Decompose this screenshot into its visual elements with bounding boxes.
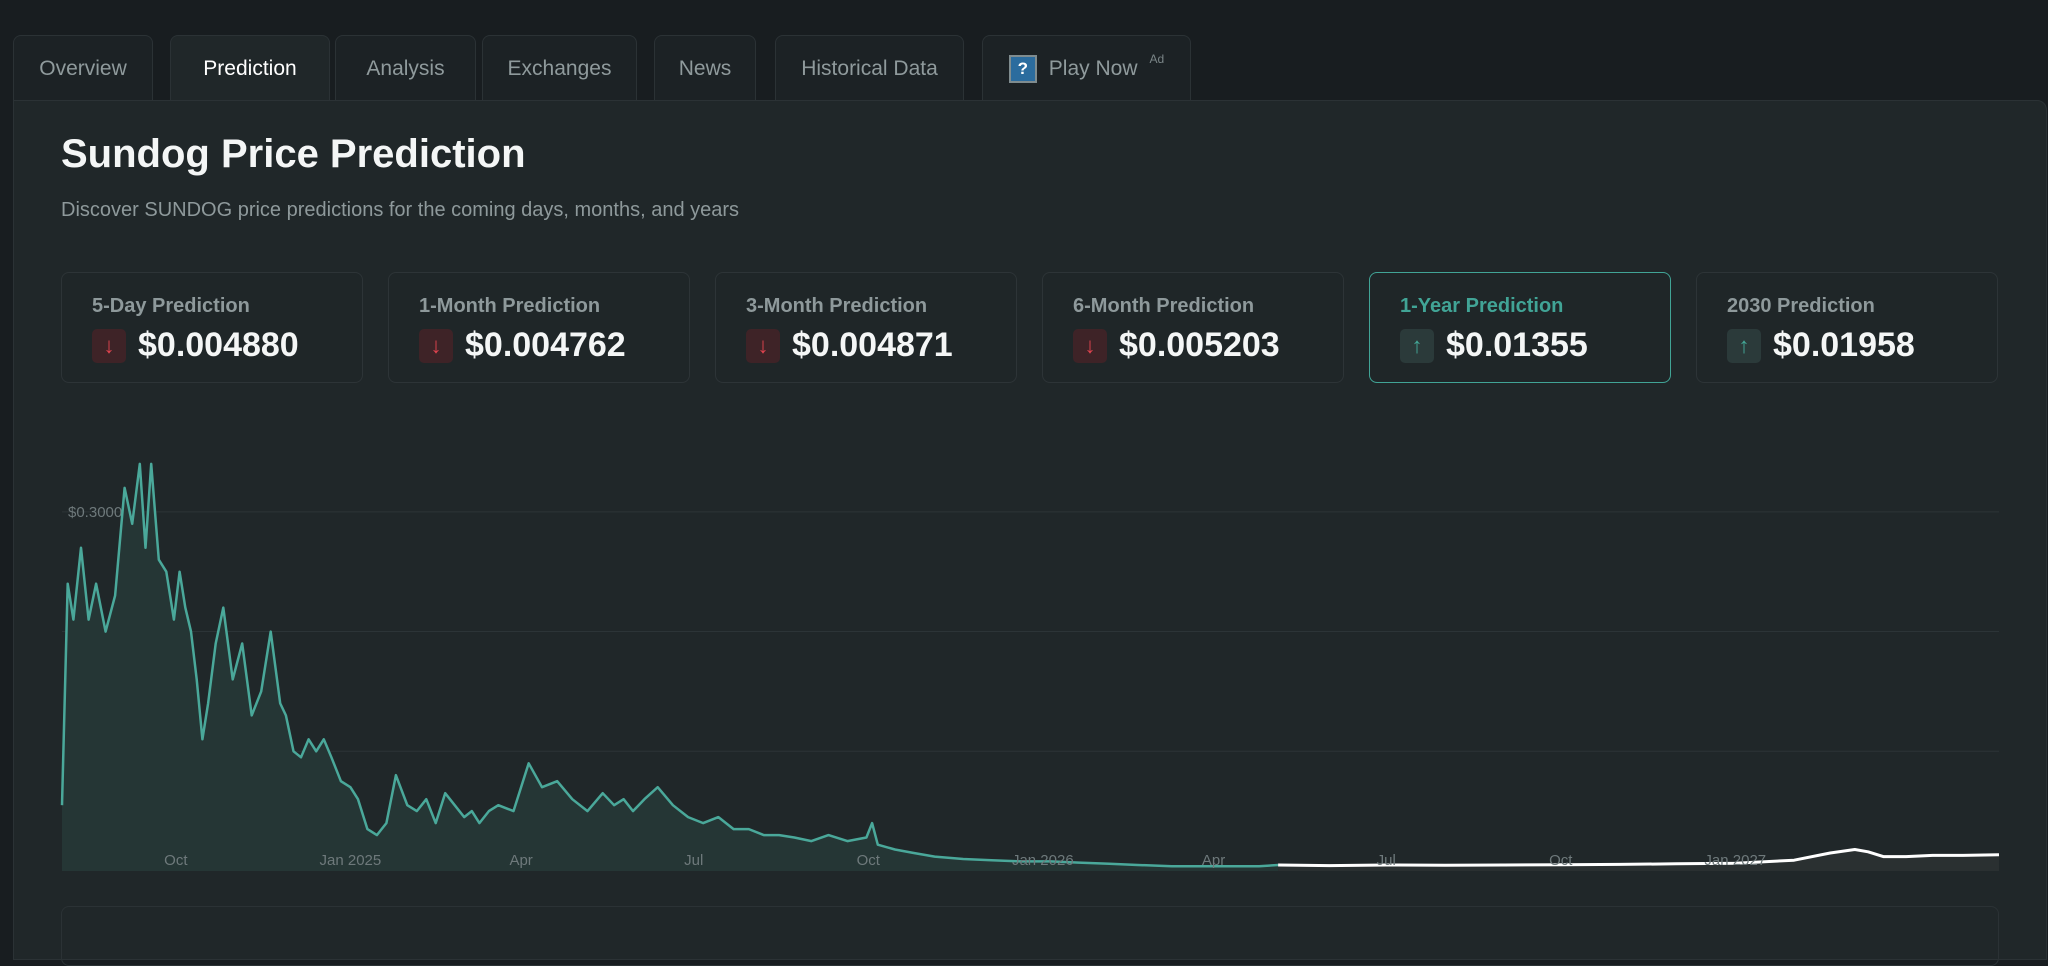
tab-exchanges[interactable]: Exchanges [482,35,637,101]
prediction-value: $0.004880 [138,326,299,364]
prediction-card-2030[interactable]: 2030 Prediction ↑ $0.01958 [1696,272,1998,383]
page-subtitle: Discover SUNDOG price predictions for th… [61,199,740,221]
prediction-value: $0.01355 [1446,326,1588,364]
tab-label: Analysis [366,56,445,80]
arrow-down-icon: ↓ [1073,329,1107,363]
historical-price-line [60,462,1279,868]
predicted-price-line [1278,848,2000,868]
prediction-value: $0.004871 [792,326,953,364]
tab-analysis[interactable]: Analysis [335,35,476,101]
prediction-label: 2030 Prediction [1727,295,1875,317]
tab-prediction[interactable]: Prediction [170,35,330,101]
arrow-down-icon: ↓ [419,329,453,363]
tab-play-now[interactable]: ? Play Now Ad [982,35,1191,101]
tab-label: Historical Data [801,56,938,80]
tab-label: Play Now [1048,56,1138,80]
prediction-value: $0.01958 [1773,326,1915,364]
x-tick-label: Oct [857,852,881,869]
prediction-label: 5-Day Prediction [92,295,250,317]
prediction-card-1-year[interactable]: 1-Year Prediction ↑ $0.01355 [1369,272,1671,383]
prediction-value: $0.005203 [1119,326,1280,364]
prediction-label: 3-Month Prediction [746,295,928,317]
x-tick-label: Jan 2026 [1012,852,1074,869]
x-tick-label: Apr [509,852,532,869]
arrow-down-icon: ↓ [92,329,126,363]
prediction-label: 1-Year Prediction [1400,295,1564,317]
tab-label: News [678,56,732,80]
x-tick-label: Oct [1549,852,1573,869]
x-tick-label: Jan 2025 [320,852,382,869]
x-tick-label: Jul [684,852,703,869]
tab-label: Exchanges [507,56,612,80]
prediction-card-5-day[interactable]: 5-Day Prediction ↓ $0.004880 [61,272,363,383]
historical-area [62,463,1279,871]
prediction-card-1-month[interactable]: 1-Month Prediction ↓ $0.004762 [388,272,690,383]
x-tick-label: Jul [1377,852,1396,869]
arrow-down-icon: ↓ [746,329,780,363]
x-tick-label: Jan 2027 [1704,852,1766,869]
tab-historical-data[interactable]: Historical Data [775,35,964,101]
prediction-value: $0.004762 [465,326,626,364]
prediction-label: 1-Month Prediction [419,295,601,317]
tab-label: Overview [39,56,127,80]
next-section-container [61,906,1999,966]
page-title: Sundog Price Prediction [61,132,526,176]
tab-overview[interactable]: Overview [13,35,153,101]
arrow-up-icon: ↑ [1727,329,1761,363]
prediction-label: 6-Month Prediction [1073,295,1255,317]
prediction-card-6-month[interactable]: 6-Month Prediction ↓ $0.005203 [1042,272,1344,383]
prediction-card-3-month[interactable]: 3-Month Prediction ↓ $0.004871 [715,272,1017,383]
tab-news[interactable]: News [654,35,756,101]
tab-label: Prediction [203,56,297,80]
x-tick-label: Apr [1202,852,1225,869]
question-icon: ? [1008,54,1037,83]
y-tick-label: $0.3000 [68,504,122,521]
x-tick-label: Oct [164,852,188,869]
ad-badge: Ad [1149,51,1165,66]
arrow-up-icon: ↑ [1400,329,1434,363]
